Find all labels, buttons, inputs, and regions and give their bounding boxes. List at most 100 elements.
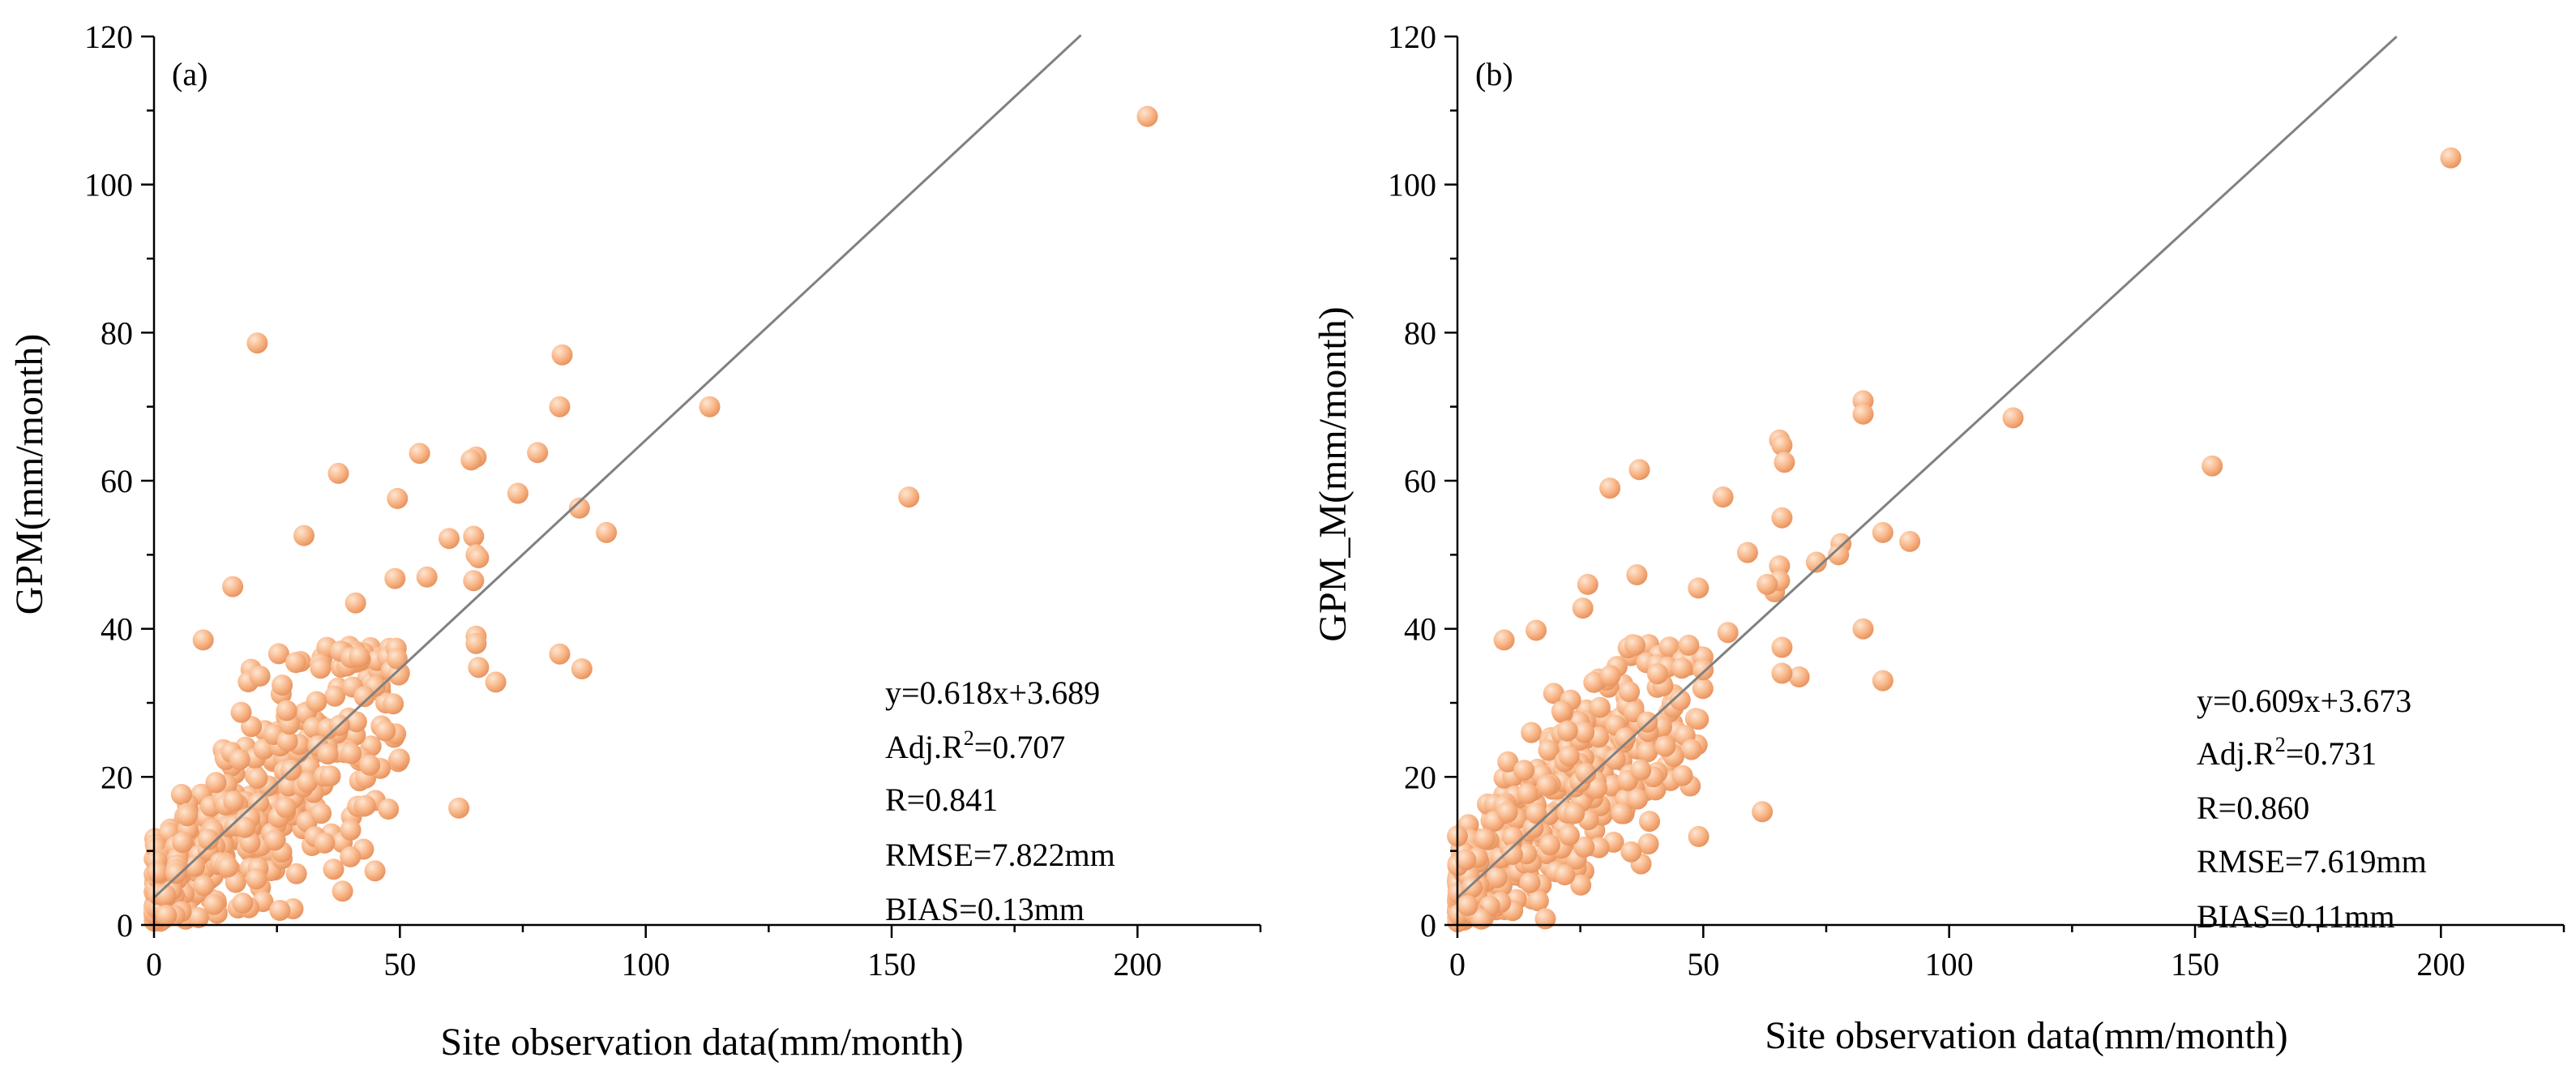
scatter-point-b-204 (1658, 636, 1680, 658)
stat-bias-b: BIAS=0.11mm (2197, 898, 2394, 935)
regression-line-b (1456, 35, 2398, 899)
scatter-point-b-375 (1517, 782, 1538, 804)
scatter-point-a-466 (349, 646, 370, 667)
scatter-point-a-459 (354, 794, 376, 816)
scatter-point-b-364 (1599, 665, 1621, 687)
scatter-point-a-396 (198, 829, 220, 850)
scatter-point-a-307 (170, 784, 192, 805)
scatter-point-a-496 (463, 525, 485, 547)
scatter-point-b-441 (1501, 843, 1523, 865)
scatter-point-a-499 (485, 671, 507, 693)
scatter-point-b-367 (1680, 739, 1702, 760)
scatter-point-b-384 (1573, 836, 1595, 858)
y-tick-label-b-40: 40 (1404, 611, 1436, 648)
scatter-point-a-464 (272, 674, 293, 696)
scatter-points-a (143, 105, 1158, 932)
scatter-point-b-461 (1671, 764, 1693, 786)
stat-rmse-b: RMSE=7.619mm (2197, 843, 2427, 880)
scatter-point-a-350 (267, 643, 289, 665)
scatter-point-a-486 (568, 497, 590, 519)
scatter-point-b-349 (1497, 751, 1519, 773)
axes-a: 0 50 100 150 200 0 20 40 60 80 100 120 (84, 19, 1262, 983)
scatter-point-b-326 (1570, 874, 1592, 896)
axes-b: 0 50 100 150 200 0 20 40 60 80 100 120 (1388, 19, 2565, 983)
stat-adjr2-b: Adj.R2=0.731 (2197, 733, 2377, 772)
scatter-point-a-383 (285, 652, 306, 674)
stats-box-a: y=0.618x+3.689 Adj.R2=0.707 R=0.841 RMSE… (885, 674, 1115, 927)
scatter-point-a-465 (172, 832, 194, 854)
scatter-point-b-442 (1692, 659, 1714, 681)
y-tick-label-a-60: 60 (101, 463, 133, 499)
scatter-point-b-471 (1461, 876, 1483, 898)
scatter-point-a-500 (468, 657, 490, 679)
scatter-point-b-455 (1496, 801, 1518, 823)
x-tick-label-b-0: 0 (1449, 946, 1466, 983)
scatter-point-b-403 (1630, 759, 1652, 781)
scatter-point-b-324 (1639, 811, 1660, 833)
scatter-point-b-428 (1538, 739, 1560, 761)
scatter-point-a-470 (147, 862, 169, 884)
scatter-point-b-445 (1586, 777, 1608, 799)
scatter-point-b-335 (1583, 671, 1605, 693)
x-tick-label-b-200: 200 (2416, 946, 2465, 983)
y-tick-label-b-0: 0 (1420, 907, 1436, 944)
y-tick-label-a-40: 40 (101, 611, 133, 648)
y-tick-label-a-80: 80 (101, 315, 133, 351)
regression-line-a (152, 34, 1082, 899)
scatter-point-b-482 (2202, 455, 2223, 477)
scatter-point-a-495 (439, 528, 460, 550)
stat-r-a: R=0.841 (885, 781, 998, 818)
scatter-point-b-514 (1771, 636, 1793, 658)
scatter-point-a-356 (378, 799, 400, 820)
scatter-point-b-498 (1736, 542, 1758, 563)
scatter-point-a-469 (317, 743, 339, 765)
scatter-point-b-468 (1558, 745, 1580, 767)
scatter-point-a-462 (264, 829, 285, 851)
scatter-point-b-497 (1769, 555, 1791, 576)
scatter-point-a-449 (230, 701, 252, 723)
scatter-point-a-354 (359, 754, 381, 776)
scatter-point-b-408 (1589, 696, 1611, 718)
scatter-point-a-501 (549, 643, 571, 665)
scatter-point-b-400 (1692, 678, 1714, 700)
scatter-point-a-330 (269, 900, 291, 921)
scatter-point-b-338 (1554, 864, 1576, 886)
panel-label-a: (a) (172, 56, 208, 92)
scatter-point-a-508 (463, 570, 485, 592)
scatter-point-b-259 (1588, 837, 1610, 858)
scatter-point-b-495 (1828, 544, 1850, 566)
y-axis-title-b: GPM_M(mm/month) (1312, 306, 1354, 641)
stat-r-b: R=0.860 (2197, 790, 2309, 826)
scatter-point-b-484 (1852, 403, 1874, 425)
scatter-point-a-480 (1136, 105, 1158, 127)
stats-box-b: y=0.609x+3.673 Adj.R2=0.731 R=0.860 RMSE… (2197, 683, 2427, 935)
stat-bias-a: BIAS=0.13mm (885, 891, 1085, 927)
scatter-point-a-481 (699, 396, 721, 417)
scatter-point-a-458 (310, 803, 332, 824)
scatter-point-b-480 (2440, 147, 2462, 169)
scatter-point-b-294 (1527, 890, 1549, 912)
scatter-point-b-510 (1525, 619, 1547, 641)
scatter-point-b-473 (1654, 735, 1676, 757)
scatter-point-b-85 (1543, 683, 1564, 704)
scatter-point-b-430 (1539, 834, 1560, 856)
scatter-point-a-304 (324, 685, 346, 707)
scatter-point-b-513 (1688, 577, 1709, 599)
scatter-point-a-426 (177, 805, 198, 827)
scatter-point-a-384 (353, 686, 375, 708)
scatter-point-a-386 (306, 691, 327, 713)
scatter-point-b-479 (1457, 895, 1478, 916)
scatter-point-b-506 (1788, 666, 1810, 687)
scatter-point-b-451 (1534, 908, 1556, 930)
panel-label-b: (b) (1475, 56, 1513, 92)
scatter-point-a-476 (229, 749, 250, 771)
scatter-point-a-445 (297, 772, 318, 793)
scatter-point-b-275 (1611, 803, 1632, 824)
scatter-point-a-491 (460, 449, 482, 471)
scatter-point-b-356 (1519, 871, 1541, 893)
scatter-point-a-455 (217, 856, 239, 878)
scatter-point-b-503 (1577, 573, 1598, 595)
scatter-point-a-427 (340, 819, 362, 841)
scatter-point-a-502 (571, 658, 593, 679)
scatter-point-b-508 (1752, 801, 1774, 823)
